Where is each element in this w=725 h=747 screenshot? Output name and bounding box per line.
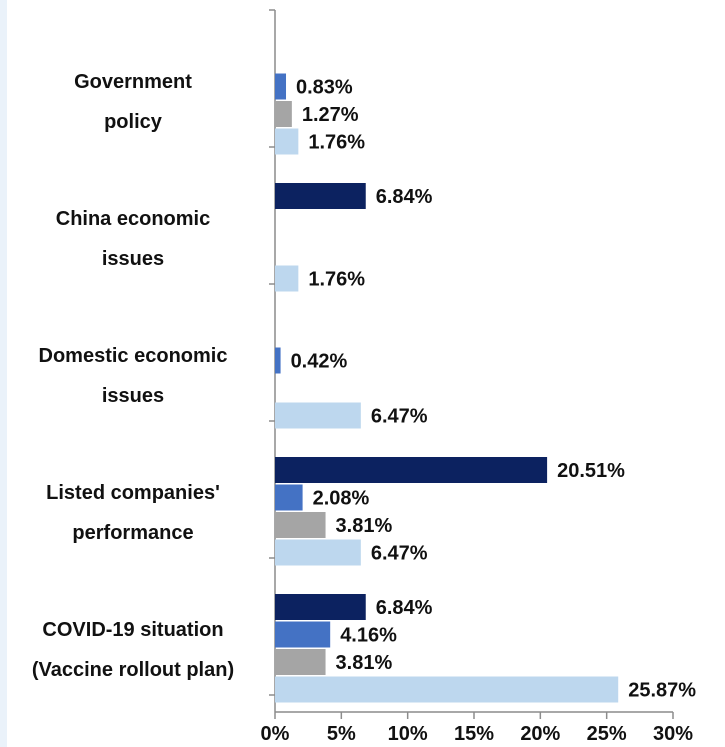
data-label: 20.51% (557, 460, 625, 482)
x-tick-label: 20% (520, 723, 560, 745)
category-label-line: China economic (56, 208, 210, 230)
category-label-line: COVID-19 situation (42, 619, 223, 641)
category-label: Domestic economic issues (39, 345, 228, 407)
x-tick-label: 25% (587, 723, 627, 745)
data-label: 0.83% (296, 77, 353, 99)
category-label-line: policy (104, 111, 163, 133)
category-label: Listed companies' performance (46, 482, 220, 544)
x-tick-label: 30% (653, 723, 693, 745)
category-label: Government policy (74, 71, 192, 133)
bar (275, 649, 326, 675)
data-label: 4.16% (340, 625, 397, 647)
bar (275, 128, 299, 155)
bar (275, 484, 303, 511)
bar (275, 402, 361, 429)
x-tick-label: 15% (454, 723, 494, 745)
category-label: China economic issues (56, 208, 210, 270)
bar (275, 265, 299, 292)
bar (275, 621, 331, 648)
data-label: 1.76% (308, 269, 365, 291)
x-tick-label: 5% (327, 723, 356, 745)
bar (275, 512, 326, 538)
category-label-line: issues (102, 385, 164, 407)
bar (275, 457, 548, 483)
category-label-line: (Vaccine rollout plan) (32, 659, 234, 681)
bar (275, 676, 619, 703)
bar (275, 183, 366, 209)
bar (275, 539, 361, 566)
data-label: 6.47% (371, 543, 428, 565)
category-label-line: Listed companies' (46, 482, 220, 504)
data-label: 3.81% (336, 652, 393, 674)
data-label: 3.81% (336, 515, 393, 537)
category-label-line: performance (72, 522, 193, 544)
category-label-line: Domestic economic (39, 345, 228, 367)
data-label: 6.84% (376, 186, 433, 208)
data-label: 1.27% (302, 104, 359, 126)
data-label: 0.42% (291, 351, 348, 373)
data-label: 2.08% (313, 488, 370, 510)
data-label: 1.76% (308, 132, 365, 154)
x-tick-label: 0% (261, 723, 290, 745)
bar (275, 101, 292, 127)
category-label-line: issues (102, 248, 164, 270)
bar (275, 73, 287, 100)
x-tick-label: 10% (388, 723, 428, 745)
left-border-strip (0, 0, 7, 747)
category-label: COVID-19 situation (Vaccine rollout plan) (32, 619, 234, 681)
data-label: 6.47% (371, 406, 428, 428)
data-label: 25.87% (628, 680, 696, 702)
data-label: 6.84% (376, 597, 433, 619)
bar (275, 347, 281, 374)
category-label-line: Government (74, 71, 192, 93)
bar (275, 594, 366, 620)
